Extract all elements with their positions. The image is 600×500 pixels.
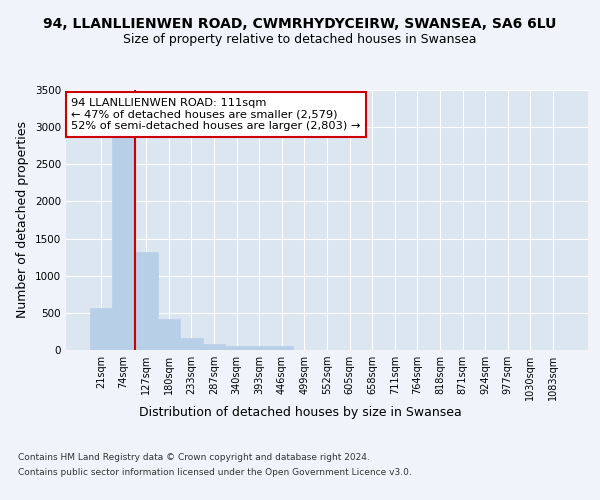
Bar [90,308,112,350]
Bar [271,346,293,350]
Text: Distribution of detached houses by size in Swansea: Distribution of detached houses by size … [139,406,461,419]
Y-axis label: Number of detached properties: Number of detached properties [16,122,29,318]
Text: Contains HM Land Registry data © Crown copyright and database right 2024.: Contains HM Land Registry data © Crown c… [18,453,370,462]
Text: 94, LLANLLIENWEN ROAD, CWMRHYDYCEIRW, SWANSEA, SA6 6LU: 94, LLANLLIENWEN ROAD, CWMRHYDYCEIRW, SW… [43,18,557,32]
Bar [180,338,203,350]
Bar [112,134,135,350]
Text: Size of property relative to detached houses in Swansea: Size of property relative to detached ho… [123,32,477,46]
Text: 94 LLANLLIENWEN ROAD: 111sqm
← 47% of detached houses are smaller (2,579)
52% of: 94 LLANLLIENWEN ROAD: 111sqm ← 47% of de… [71,98,361,131]
Bar [135,252,158,350]
Text: Contains public sector information licensed under the Open Government Licence v3: Contains public sector information licen… [18,468,412,477]
Bar [248,346,271,350]
Bar [226,346,248,350]
Bar [158,319,180,350]
Bar [203,344,226,350]
